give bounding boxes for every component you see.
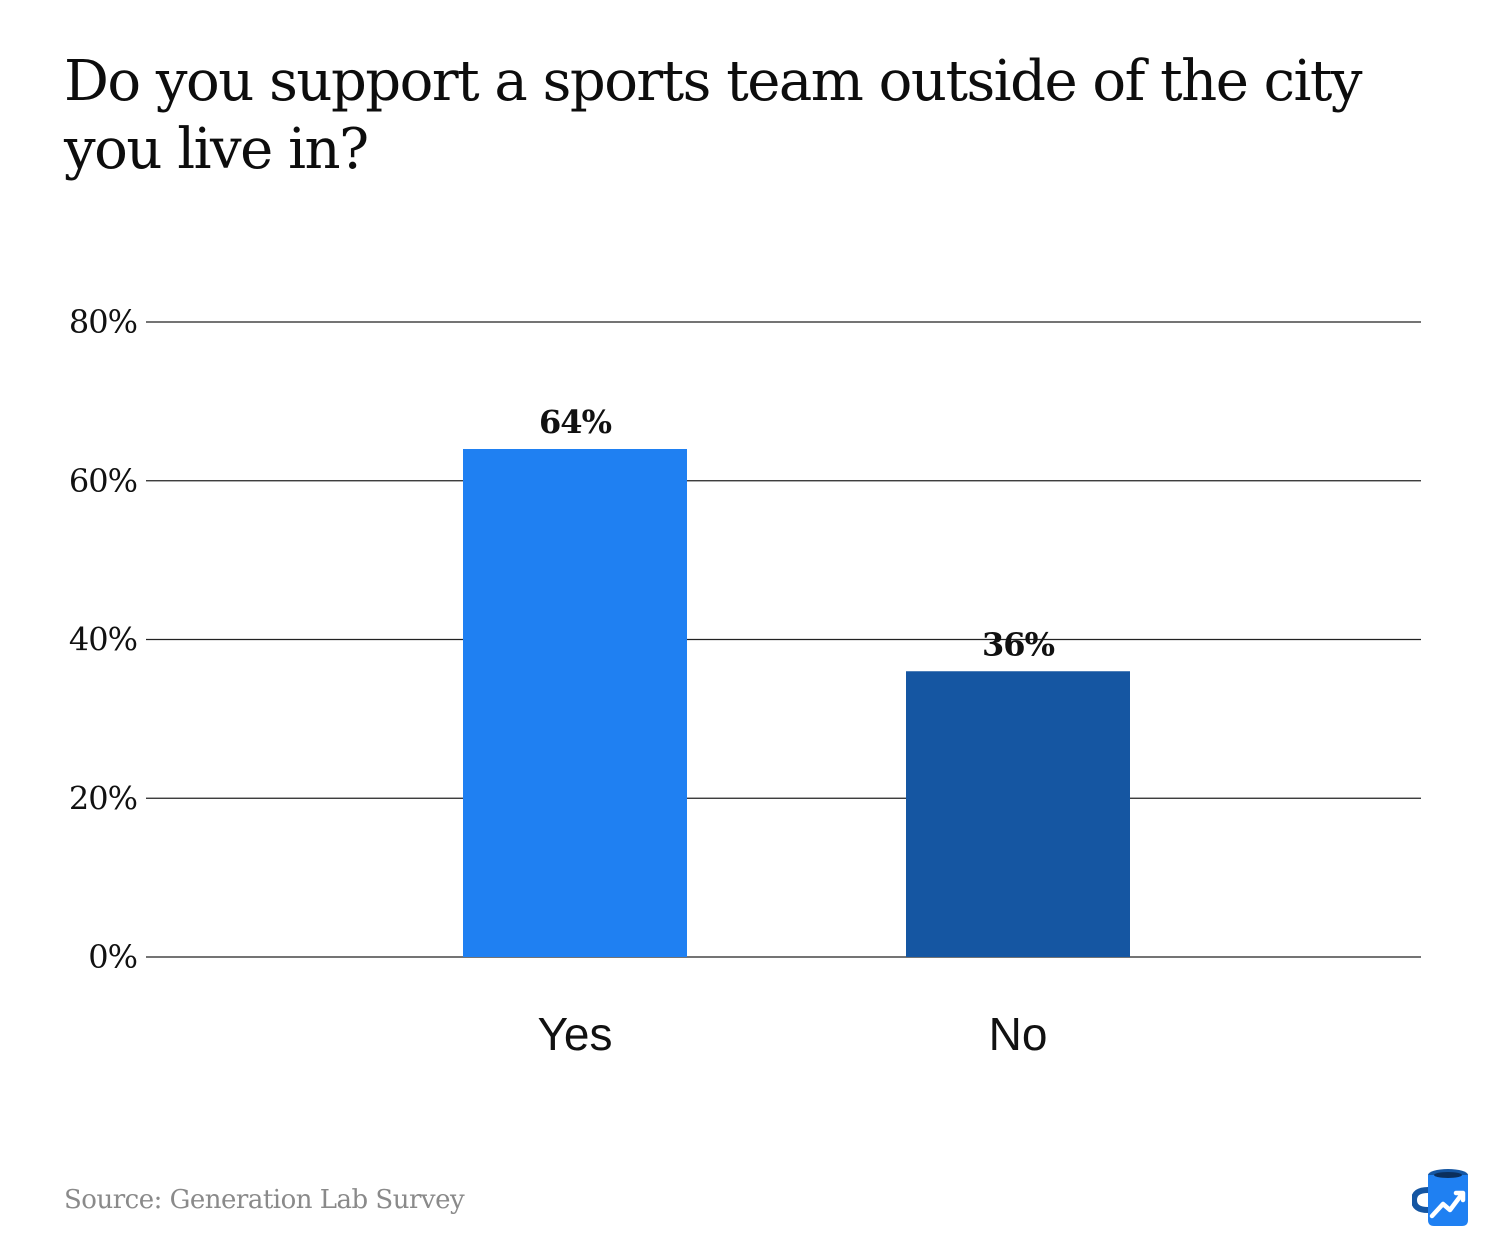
y-axis-tick-labels: 0% 20% 40% 60% 80% xyxy=(69,303,138,976)
data-label: 64% xyxy=(539,403,612,441)
bar-no xyxy=(906,671,1130,957)
y-tick-label: 40% xyxy=(69,621,137,659)
bars xyxy=(463,449,1130,957)
bar-chart: 0% 20% 40% 60% 80% 64% 36% Yes No xyxy=(69,303,1421,1060)
mug-chart-logo-icon xyxy=(1412,1169,1468,1226)
y-tick-label: 0% xyxy=(88,938,137,976)
data-labels: 64% 36% xyxy=(539,403,1056,663)
y-tick-label: 60% xyxy=(69,462,137,500)
bar-yes xyxy=(463,449,687,957)
gridlines xyxy=(146,321,1421,958)
chart-title: Do you support a sports team outside of … xyxy=(64,49,1363,182)
x-axis-category-labels: Yes No xyxy=(537,1008,1047,1060)
y-tick-label: 80% xyxy=(69,303,137,341)
data-label: 36% xyxy=(982,625,1055,663)
category-label: No xyxy=(989,1008,1048,1060)
source-note: Source: Generation Lab Survey xyxy=(64,1185,465,1215)
y-tick-label: 20% xyxy=(69,779,137,817)
category-label: Yes xyxy=(537,1008,612,1060)
